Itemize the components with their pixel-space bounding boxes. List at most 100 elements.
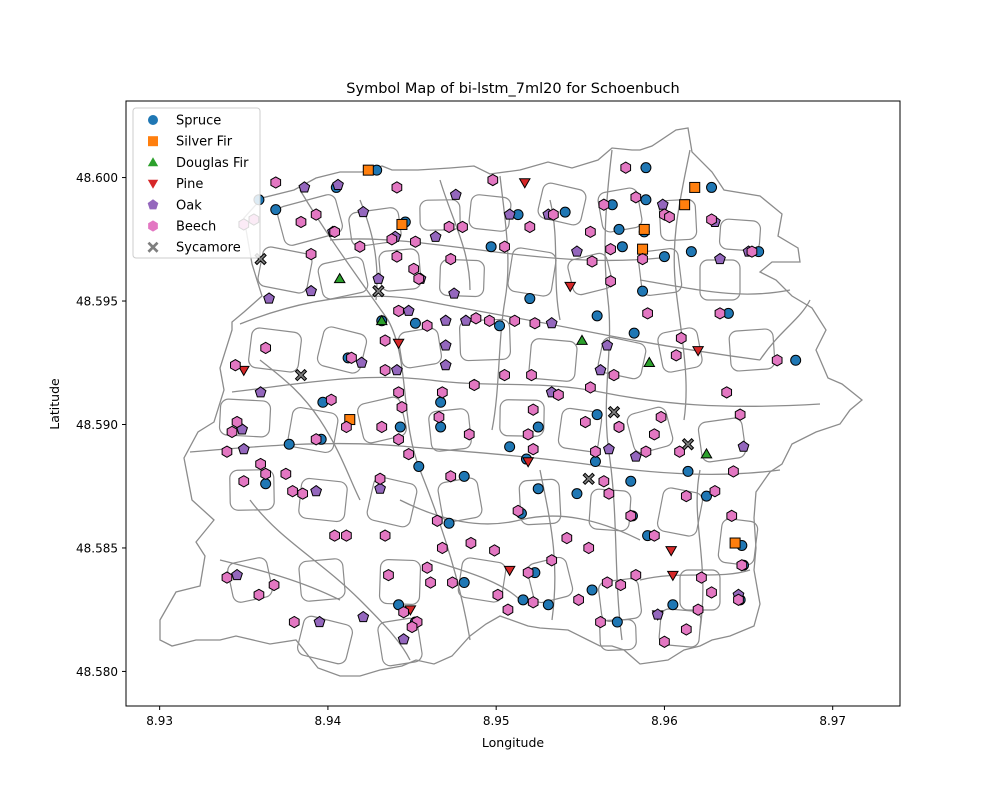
forest-parcel-29 [557,407,603,453]
oak-point-1 [332,178,344,190]
beech-point-93 [465,536,477,550]
beech-point-14 [443,220,455,234]
oak-point-35 [602,442,615,455]
beech-point-60 [379,363,391,377]
beech-point-39 [734,408,746,421]
forest-parcel-34 [366,476,418,528]
spruce-point-21 [409,317,421,329]
beech-point-5 [329,225,340,239]
legend-item-spruce: Spruce [148,114,221,129]
oak-point-23 [594,363,607,376]
y-tick-label-3: 48.595 [76,295,118,309]
legend-label-2: Douglas Fir [176,156,249,171]
beech-point-74 [393,433,404,446]
beech-point-57 [421,319,433,332]
pine-point-0 [518,178,531,189]
legend-marker-5 [148,220,158,232]
beech-point-43 [680,489,692,503]
beech-point-86 [238,475,250,488]
beech-point-19 [524,220,536,234]
oak-point-8 [263,292,275,304]
oak-point-7 [305,284,317,297]
beech-point-38 [721,386,733,399]
beech-point-124 [421,561,433,574]
beech-point-127 [398,605,409,619]
beech-point-72 [522,428,534,441]
oak-point-9 [372,272,385,284]
spruce-point-55 [517,594,529,606]
beech-point-29 [664,210,675,224]
beech-point-33 [714,307,726,320]
beech-point-30 [637,252,648,266]
beech-point-64 [396,401,408,414]
spruce-point-57 [586,584,598,596]
forest-parcel-16 [248,327,302,373]
spruce-point-39 [625,475,637,487]
beech-point-7 [354,240,366,253]
forest-parcel-50 [658,608,702,648]
spruce-point-32 [458,470,470,482]
x-tick-label-1: 8.94 [315,714,342,728]
legend-label-3: Pine [176,177,203,192]
spruce-point-1 [270,204,282,216]
legend-marker-1 [148,136,158,147]
oak-point-38 [231,568,243,581]
beech-point-113 [680,623,692,636]
douglas-fir-point-4 [700,447,713,459]
beech-point-73 [527,443,539,456]
beech-point-105 [601,576,613,589]
spruce-point-40 [591,409,603,421]
silver-fir-point-2 [638,223,650,235]
beech-point-48 [608,368,620,382]
y-tick-label-2: 48.590 [76,418,118,432]
spruce-point-43 [628,327,640,339]
spruce-point-19 [524,293,536,305]
parcel-road-19 [429,559,521,601]
beech-point-15 [457,220,468,234]
beech-point-26 [630,191,642,204]
y-tick-label-1: 48.585 [76,541,118,555]
beech-point-45 [655,410,667,424]
beech-point-110 [648,529,660,542]
oak-point-17 [390,363,403,376]
beech-point-53 [529,317,541,330]
spruce-point-7 [559,206,571,218]
forest-parcel-23 [728,328,776,372]
beech-point-81 [231,415,243,429]
beech-point-125 [425,576,436,589]
x-axis: 8.93 8.94 8.95 8.96 8.97 [146,706,846,728]
spruce-point-15 [685,246,697,258]
beech-point-47 [640,445,652,458]
legend-item-sycamore: Sycamore [147,241,241,256]
beech-point-97 [546,554,558,567]
beech-point-52 [526,368,537,382]
parcel-road-6 [673,149,691,421]
beech-point-66 [433,410,445,424]
legend-item-oak: Oak [147,198,202,213]
spruce-point-54 [542,599,554,611]
legend-item-pine: Pine [147,177,203,192]
spruce-point-14 [658,251,670,263]
beech-point-36 [746,245,758,258]
spruce-point-5 [485,241,497,253]
beech-point-69 [553,388,564,402]
spruce-point-11 [640,194,652,206]
forest-parcel-40 [298,558,346,602]
beech-point-55 [484,314,495,327]
forest-parcel-8 [257,246,313,294]
y-axis-label: Latitude [47,378,62,430]
parcel-road-11 [259,359,361,501]
douglas-fir-point-2 [575,334,589,345]
legend-item-silver-fir: Silver Fir [148,135,233,150]
forest-parcel-14 [637,248,683,296]
beech-point-54 [509,314,521,327]
legend-item-douglas-fir: Douglas Fir [147,156,249,171]
oak-point-15 [439,339,452,351]
spruce-point-20 [494,320,506,332]
beech-point-88 [445,470,457,483]
spruce-point-42 [591,310,603,322]
beech-point-80 [230,359,241,372]
spruce-point-52 [458,577,470,589]
silver-fir-point-7 [729,537,741,549]
parcel-road-1 [231,376,821,408]
